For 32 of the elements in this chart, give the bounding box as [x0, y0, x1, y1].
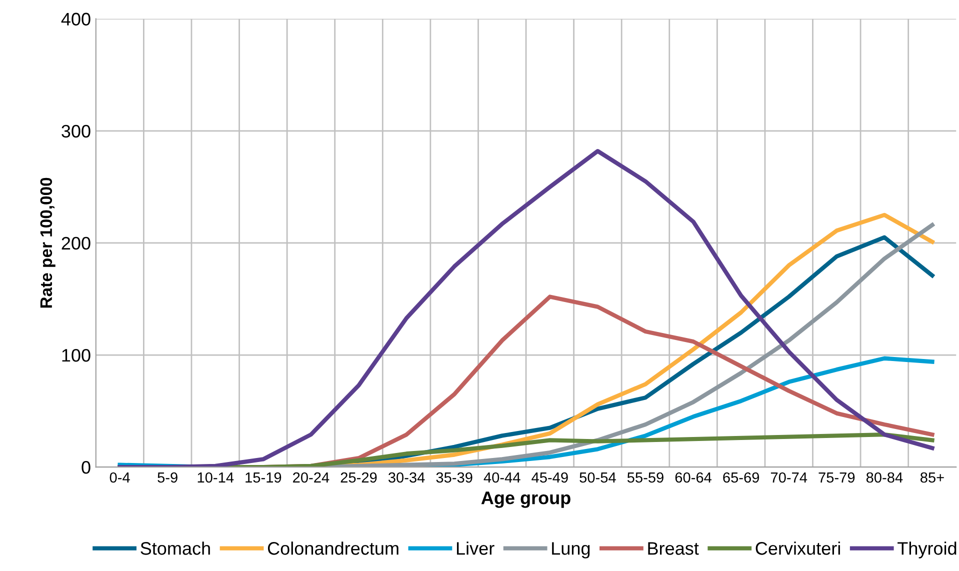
x-tick-label: 85+	[920, 472, 944, 483]
x-tick-label: 10-14	[198, 472, 234, 483]
x-tick-label: 20-24	[293, 472, 330, 483]
x-tick-label: 35-39	[436, 472, 472, 483]
y-tick-label: 200	[62, 236, 90, 250]
x-tick-label: 55-59	[627, 472, 664, 483]
legend-label: Cervixuteri	[756, 542, 840, 555]
x-tick-label: 65-69	[723, 472, 760, 483]
legend-label: Lung	[552, 542, 590, 558]
legend-label: Thyroid	[898, 542, 956, 558]
y-tick-label: 0	[82, 461, 90, 474]
x-tick-label: 5-9	[158, 472, 178, 483]
x-tick-label: 30-34	[388, 472, 425, 483]
x-tick-label: 15-19	[246, 472, 282, 483]
y-tick-label: 400	[61, 12, 90, 26]
x-tick-label: 75-79	[818, 472, 855, 483]
x-axis-title: Age group	[481, 492, 570, 508]
legend-label: Colonandrectum	[268, 542, 398, 555]
y-tick-label: 300	[62, 124, 90, 138]
x-tick-label: 50-54	[580, 472, 616, 483]
y-axis-title: Rate per 100,000	[40, 178, 56, 308]
x-tick-label: 0-4	[110, 472, 130, 483]
x-tick-label: 60-64	[675, 472, 712, 483]
legend-label: Breast	[648, 542, 699, 555]
x-tick-label: 25-29	[340, 472, 377, 483]
legend-label: Liver	[456, 542, 494, 555]
x-tick-label: 70-74	[770, 472, 808, 483]
y-tick-label: 100	[62, 348, 90, 362]
x-tick-label: 80-84	[866, 472, 903, 483]
x-tick-label: 45-49	[532, 472, 568, 483]
x-tick-label: 40-44	[484, 472, 520, 483]
legend-label: Stomach	[140, 542, 210, 555]
